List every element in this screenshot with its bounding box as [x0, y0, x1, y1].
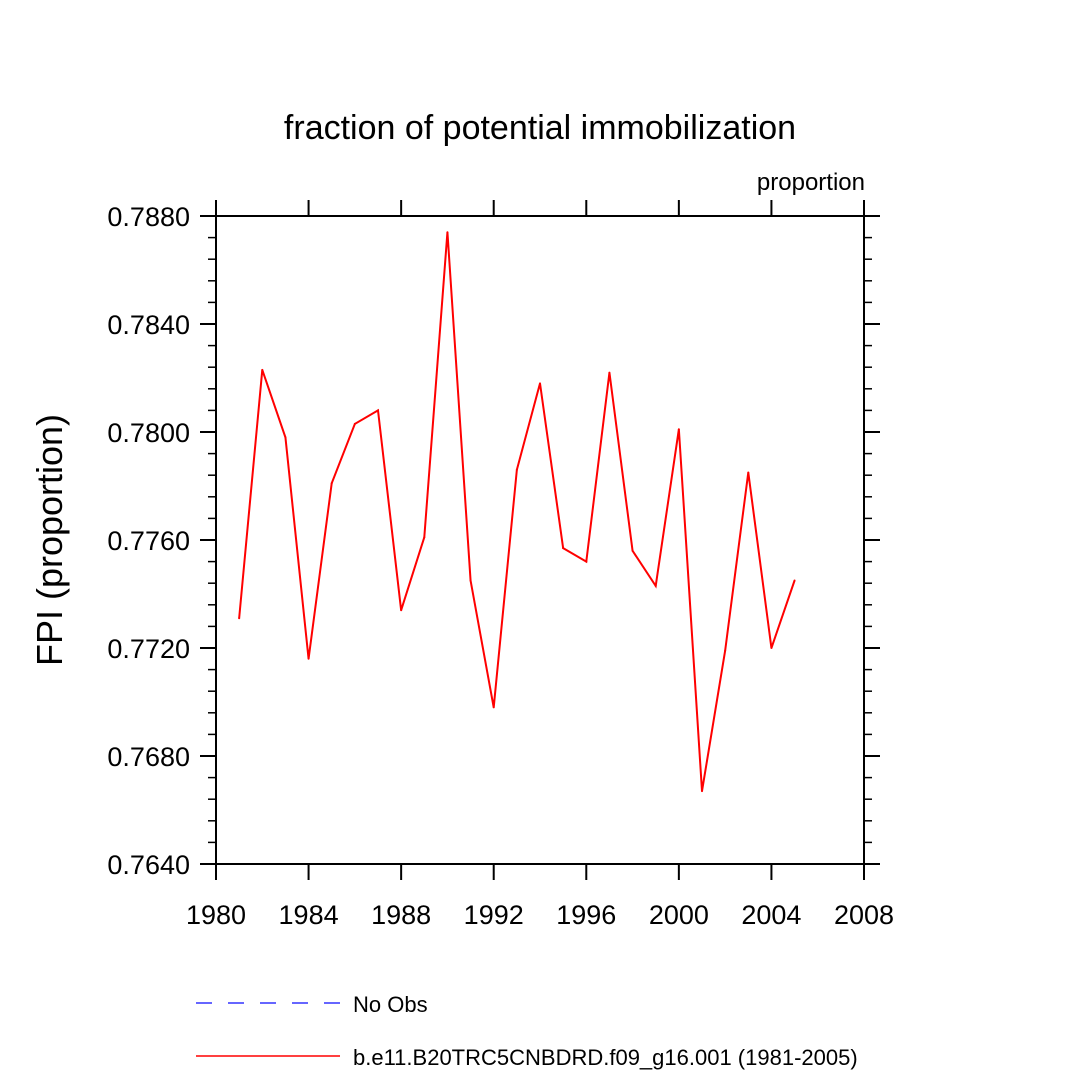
data-point	[677, 428, 680, 431]
data-point	[238, 617, 241, 620]
y-tick-label: 0.7760	[107, 526, 190, 556]
data-point	[515, 468, 518, 471]
data-point	[261, 368, 264, 371]
y-tick-label: 0.7800	[107, 418, 190, 448]
chart-subtitle: proportion	[757, 169, 865, 196]
data-point	[585, 560, 588, 563]
x-tick-label: 2004	[741, 900, 801, 930]
data-point	[284, 436, 287, 439]
data-point	[562, 547, 565, 550]
data-point	[701, 790, 703, 793]
series-layer	[238, 231, 796, 793]
data-point	[469, 579, 472, 582]
data-point	[353, 422, 356, 425]
data-point	[492, 706, 495, 709]
data-point	[446, 231, 449, 234]
data-point	[400, 609, 403, 612]
x-tick-label: 1984	[279, 900, 339, 930]
y-tick-label: 0.7840	[107, 310, 190, 340]
data-point	[307, 657, 310, 660]
legend-label: No Obs	[353, 992, 428, 1017]
data-point	[608, 371, 611, 374]
y-axis-label: FPI (proportion)	[29, 414, 70, 666]
data-point	[654, 584, 657, 587]
data-point	[377, 409, 379, 412]
chart-title: fraction of potential immobilization	[284, 109, 796, 147]
x-tick-label: 1996	[556, 900, 616, 930]
y-tick-label: 0.7680	[107, 742, 190, 772]
y-tick-label: 0.7640	[107, 850, 190, 880]
y-tick-label: 0.7880	[107, 202, 190, 232]
data-point	[423, 536, 426, 539]
x-tick-label: 2000	[649, 900, 709, 930]
x-tick-label: 1980	[186, 900, 246, 930]
legend-label: b.e11.B20TRC5CNBDRD.f09_g16.001 (1981-20…	[353, 1045, 858, 1070]
data-point	[724, 649, 727, 652]
legend: No Obs b.e11.B20TRC5CNBDRD.f09_g16.001 (1…	[196, 992, 858, 1070]
plot-frame	[215, 215, 865, 865]
x-tick-label: 1988	[371, 900, 431, 930]
data-point	[631, 549, 634, 552]
data-point	[330, 482, 333, 485]
x-tick-label: 2008	[834, 900, 894, 930]
data-point	[539, 382, 541, 385]
x-tick-label: 1992	[464, 900, 524, 930]
data-point	[770, 647, 773, 649]
axis-ticks	[200, 200, 880, 880]
series-line	[238, 232, 796, 792]
y-tick-label: 0.7720	[107, 634, 190, 664]
data-point	[747, 471, 750, 474]
axis-tick-labels: 1980 1984 1988 1992 1996 2000 2004 2008 0.7640 0.…	[107, 202, 894, 930]
data-point	[793, 579, 796, 582]
